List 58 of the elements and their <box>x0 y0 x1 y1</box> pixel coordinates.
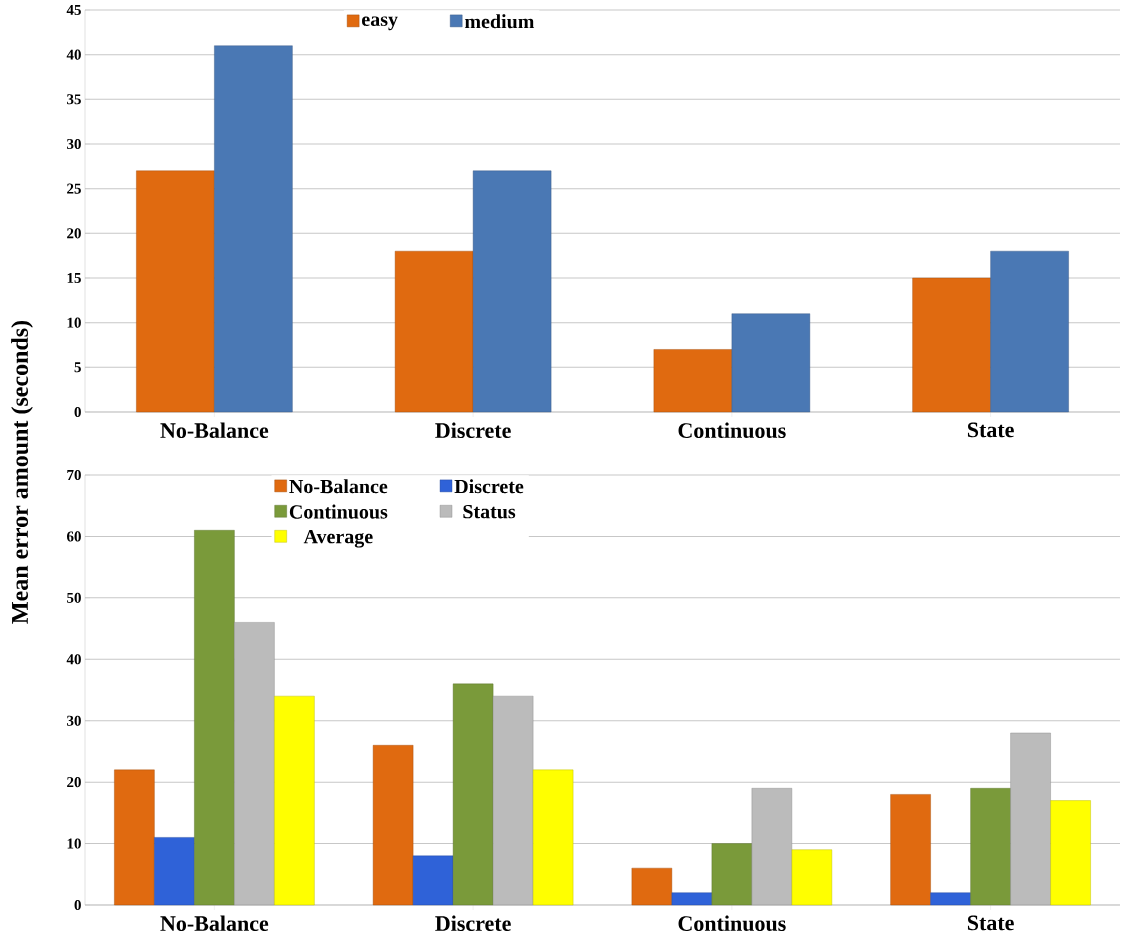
bar <box>791 849 833 906</box>
y-tick-label: 60 <box>66 531 81 542</box>
y-tick-label: 0 <box>74 406 81 418</box>
bar <box>274 695 315 906</box>
y-tick-label: 5 <box>74 362 81 373</box>
y-tick-label: 25 <box>67 183 81 194</box>
bar <box>154 837 195 906</box>
bar <box>890 794 931 906</box>
legend-label: easy <box>362 16 398 31</box>
y-tick-label: 70 <box>67 469 81 481</box>
x-tick-label: State <box>967 915 1014 931</box>
y-tick-label: 40 <box>66 654 81 665</box>
x-tick-label: Discrete <box>435 422 511 438</box>
bar <box>671 892 713 906</box>
bar <box>114 769 155 906</box>
y-tick-label: 50 <box>67 592 81 603</box>
x-tick-label: No-Balance <box>160 422 269 438</box>
legend-label: Status <box>463 504 516 519</box>
y-axis-title: Mean error amount (seconds) <box>11 320 33 624</box>
bar <box>990 250 1069 413</box>
bar <box>372 745 414 906</box>
y-tick-label: 30 <box>67 138 81 150</box>
legend-label: Average <box>303 529 373 548</box>
bar <box>653 349 733 413</box>
bar <box>472 170 552 413</box>
bar <box>194 530 235 906</box>
legend-label: No-Balance <box>289 479 388 494</box>
y-tick-label: 10 <box>67 317 81 328</box>
y-tick-label: 40 <box>66 49 81 60</box>
x-tick-label: Continuous <box>678 422 786 439</box>
bar <box>412 855 454 906</box>
x-tick-label: No-Balance <box>160 915 269 931</box>
bar <box>970 788 1011 906</box>
x-tick-label: Continuous <box>678 915 786 932</box>
bar <box>930 892 971 906</box>
y-tick-label: 30 <box>67 715 81 726</box>
bar <box>912 277 991 413</box>
y-tick-label: 0 <box>74 899 81 911</box>
x-tick-label: Discrete <box>435 915 511 931</box>
bar <box>452 683 494 906</box>
y-tick-label: 20 <box>67 777 81 788</box>
bar <box>731 313 811 413</box>
bar <box>631 867 673 906</box>
bar <box>136 170 215 413</box>
y-tick-label: 45 <box>66 4 81 15</box>
bar <box>394 250 474 413</box>
bar <box>214 45 293 413</box>
y-tick-label: 35 <box>67 94 81 105</box>
legend-label: Discrete <box>454 479 524 494</box>
y-tick-label: 10 <box>67 838 81 849</box>
y-tick-label: 20 <box>67 228 81 239</box>
legend-label: medium <box>464 14 535 29</box>
bar <box>711 843 753 906</box>
x-tick-label: State <box>967 422 1014 438</box>
legend-label: Continuous <box>289 504 388 519</box>
bar <box>1050 800 1091 906</box>
bar <box>532 769 574 906</box>
y-tick-label: 15 <box>67 272 81 284</box>
